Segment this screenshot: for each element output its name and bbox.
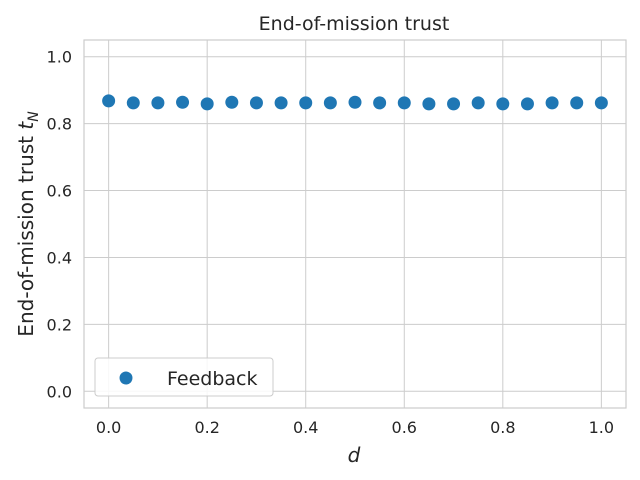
data-point bbox=[102, 94, 116, 108]
data-point bbox=[323, 96, 337, 110]
data-point bbox=[520, 97, 534, 111]
data-point bbox=[594, 96, 608, 110]
data-point bbox=[496, 97, 510, 111]
x-tick-labels: 0.0 0.2 0.4 0.6 0.8 1.0 bbox=[96, 418, 614, 437]
data-point bbox=[299, 96, 313, 110]
grid-lines bbox=[84, 40, 626, 408]
y-axis-label-var: t bbox=[14, 121, 38, 130]
y-axis-label-sub: N bbox=[26, 111, 42, 122]
legend-label-feedback: Feedback bbox=[167, 368, 257, 390]
legend-box bbox=[94, 357, 274, 397]
y-tick-label: 0.6 bbox=[47, 182, 72, 201]
x-tick-label: 0.2 bbox=[194, 418, 219, 437]
data-point bbox=[447, 97, 461, 111]
x-tick-label: 0.8 bbox=[490, 418, 515, 437]
x-tick-label: 0.6 bbox=[392, 418, 417, 437]
y-tick-label: 1.0 bbox=[47, 48, 72, 67]
plot-frame bbox=[83, 39, 627, 409]
data-point bbox=[200, 97, 214, 111]
data-point bbox=[225, 95, 239, 109]
y-tick-label: 0.8 bbox=[47, 115, 72, 134]
x-axis-label: d bbox=[348, 443, 361, 467]
data-point bbox=[570, 96, 584, 110]
data-point bbox=[422, 97, 436, 111]
data-point bbox=[249, 96, 263, 110]
data-point bbox=[373, 96, 387, 110]
data-point bbox=[274, 96, 288, 110]
data-points bbox=[102, 94, 608, 111]
data-point bbox=[545, 96, 559, 110]
y-tick-label: 0.0 bbox=[47, 382, 72, 401]
data-point bbox=[348, 95, 362, 109]
y-tick-label: 0.4 bbox=[47, 248, 72, 267]
x-tick-label: 1.0 bbox=[589, 418, 614, 437]
data-point bbox=[126, 96, 140, 110]
y-tick-label: 0.2 bbox=[47, 315, 72, 334]
x-tick-label: 0.4 bbox=[293, 418, 318, 437]
y-axis-label-text: End-of-mission trust bbox=[14, 130, 38, 337]
legend: Feedback bbox=[94, 357, 274, 397]
data-point bbox=[397, 96, 411, 110]
x-tick-label: 0.0 bbox=[96, 418, 121, 437]
data-point bbox=[176, 95, 190, 109]
legend-marker bbox=[119, 371, 133, 385]
data-point bbox=[471, 96, 485, 110]
data-point bbox=[151, 96, 165, 110]
chart-title: End-of-mission trust bbox=[259, 13, 450, 35]
y-tick-labels: 0.0 0.2 0.4 0.6 0.8 1.0 bbox=[47, 48, 72, 402]
y-axis-label: End-of-mission trust tN bbox=[14, 111, 42, 337]
